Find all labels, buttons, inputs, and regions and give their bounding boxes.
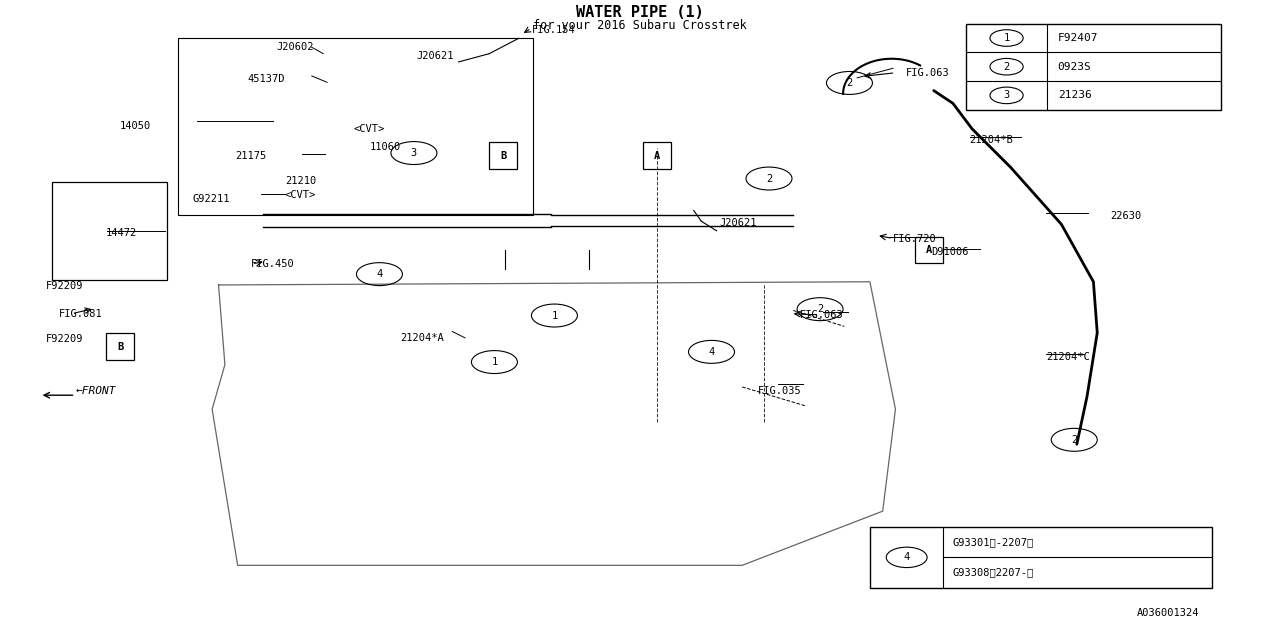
Text: 22630: 22630 <box>1110 211 1142 221</box>
Text: FIG.154: FIG.154 <box>531 25 575 35</box>
Text: J20621: J20621 <box>719 218 756 228</box>
Text: for your 2016 Subaru Crosstrek: for your 2016 Subaru Crosstrek <box>534 19 746 32</box>
Text: 1: 1 <box>492 357 498 367</box>
Text: 14050: 14050 <box>120 121 151 131</box>
Bar <box>643 142 671 169</box>
Text: 4: 4 <box>904 552 910 563</box>
Text: 0923S: 0923S <box>1057 61 1092 72</box>
Text: F92209: F92209 <box>46 281 83 291</box>
Text: 2: 2 <box>817 304 823 314</box>
Text: A: A <box>654 150 659 161</box>
Text: 1: 1 <box>1004 33 1010 43</box>
Bar <box>965 24 1221 109</box>
Text: B: B <box>116 342 123 352</box>
Text: J20602: J20602 <box>276 42 314 52</box>
Text: 21175: 21175 <box>236 151 266 161</box>
Text: 2: 2 <box>765 173 772 184</box>
Text: FIG.450: FIG.450 <box>251 259 294 269</box>
Text: G92211: G92211 <box>193 194 230 204</box>
Text: 14472: 14472 <box>106 228 137 237</box>
Text: G93308〈2207-〉: G93308〈2207-〉 <box>952 568 1034 577</box>
Bar <box>106 333 134 360</box>
Text: D91006: D91006 <box>932 247 969 257</box>
Text: FIG.063: FIG.063 <box>800 310 844 320</box>
Text: WATER PIPE (1): WATER PIPE (1) <box>576 4 704 20</box>
Text: J20621: J20621 <box>416 51 454 61</box>
Text: 1: 1 <box>552 310 558 321</box>
Text: A036001324: A036001324 <box>1137 608 1199 618</box>
Text: A: A <box>925 245 932 255</box>
Text: 21236: 21236 <box>1057 90 1092 100</box>
Text: 2: 2 <box>1071 435 1078 445</box>
Text: F92209: F92209 <box>46 334 83 344</box>
Text: 4: 4 <box>376 269 383 279</box>
Text: 2: 2 <box>1004 61 1010 72</box>
Text: 21204*C: 21204*C <box>1046 352 1089 362</box>
Text: 2: 2 <box>846 78 852 88</box>
Text: <CVT>: <CVT> <box>353 124 385 134</box>
Text: FIG.720: FIG.720 <box>893 234 937 244</box>
Text: 21204*A: 21204*A <box>399 333 444 343</box>
Text: 4: 4 <box>708 347 714 357</box>
Text: FIG.081: FIG.081 <box>59 308 102 319</box>
Bar <box>178 38 532 215</box>
Text: 21204*B: 21204*B <box>969 135 1014 145</box>
Text: B: B <box>500 150 507 161</box>
Bar <box>915 237 942 263</box>
Bar <box>489 142 517 169</box>
Text: FIG.035: FIG.035 <box>758 387 801 396</box>
Text: ←FRONT: ←FRONT <box>76 387 116 396</box>
Text: 3: 3 <box>1004 90 1010 100</box>
Text: 45137D: 45137D <box>248 74 285 84</box>
Bar <box>52 182 168 280</box>
Text: 3: 3 <box>411 148 417 158</box>
Text: G93301〈-2207〉: G93301〈-2207〉 <box>952 537 1034 547</box>
Text: <CVT>: <CVT> <box>285 190 316 200</box>
Text: FIG.063: FIG.063 <box>906 68 950 77</box>
Text: 21210: 21210 <box>285 176 316 186</box>
Bar <box>870 527 1212 588</box>
Text: 11060: 11060 <box>369 141 401 152</box>
Text: F92407: F92407 <box>1057 33 1098 43</box>
